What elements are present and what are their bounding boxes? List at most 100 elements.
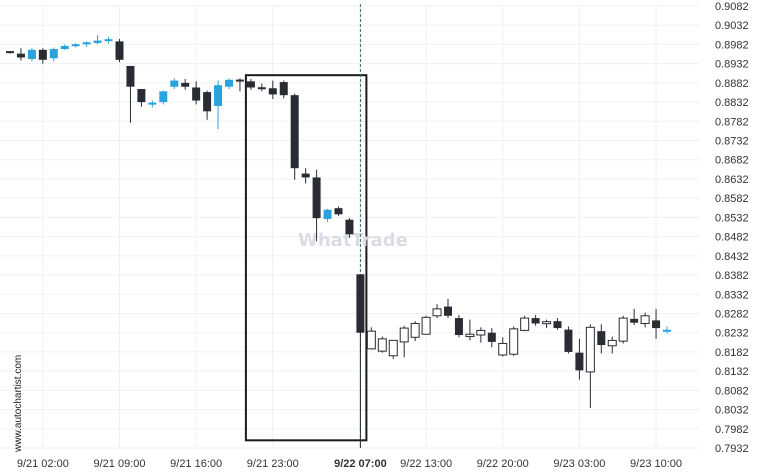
candle-body xyxy=(170,80,179,87)
candle xyxy=(170,78,179,90)
candle-body xyxy=(137,89,146,103)
candle-body xyxy=(520,317,530,331)
y-tick-label: 0.8782 xyxy=(715,116,749,128)
candle-body xyxy=(301,173,310,178)
x-tick-label: 9/21 09:00 xyxy=(94,458,146,470)
candle xyxy=(542,319,552,329)
candle-body xyxy=(421,316,431,335)
candle xyxy=(82,41,91,47)
candle-body xyxy=(542,321,552,325)
candle-body xyxy=(148,102,157,105)
candle xyxy=(181,79,190,90)
candle-body xyxy=(618,317,628,342)
x-tick-label: 9/23 10:00 xyxy=(630,458,682,470)
candle xyxy=(159,90,168,105)
y-tick-label: 0.8482 xyxy=(715,232,749,244)
candle xyxy=(257,83,266,92)
candle-body xyxy=(399,327,409,343)
candle xyxy=(553,318,562,330)
candle-body xyxy=(225,79,233,87)
candle xyxy=(388,339,398,359)
candle xyxy=(235,78,244,92)
y-tick-label: 0.8532 xyxy=(715,212,749,224)
candle xyxy=(16,48,25,61)
candle-body xyxy=(444,306,452,316)
candle xyxy=(279,80,288,99)
candle xyxy=(564,326,573,354)
y-tick-label: 0.8832 xyxy=(715,97,749,109)
candle xyxy=(630,308,639,326)
candle-body xyxy=(564,329,573,352)
candle-body xyxy=(60,45,69,50)
x-tick-label: 9/21 02:00 xyxy=(17,458,69,470)
candle xyxy=(192,81,201,105)
candle-body xyxy=(377,338,387,352)
x-tick-label: 9/22 07:00 xyxy=(334,458,387,470)
candle-body xyxy=(104,39,113,42)
y-tick-label: 0.8982 xyxy=(715,39,749,51)
candle-body xyxy=(410,322,420,338)
candle xyxy=(509,326,519,356)
candle xyxy=(148,100,157,108)
x-tick-label: 9/22 20:00 xyxy=(477,458,529,470)
candle-body xyxy=(27,49,36,60)
candle-body xyxy=(509,328,519,355)
candle xyxy=(49,47,58,62)
candle-body xyxy=(279,82,288,96)
candle xyxy=(334,206,343,216)
candle-body xyxy=(366,330,376,350)
x-tick-label: 9/23 03:00 xyxy=(553,458,605,470)
candle xyxy=(345,218,354,238)
y-tick-label: 0.8332 xyxy=(715,289,749,301)
y-tick-label: 0.8082 xyxy=(715,385,749,397)
candle xyxy=(575,338,584,380)
candle xyxy=(399,325,409,358)
candle xyxy=(366,327,376,350)
candle xyxy=(618,315,628,344)
candle xyxy=(487,328,496,348)
candle xyxy=(38,48,47,64)
candle xyxy=(71,42,80,48)
candle xyxy=(531,315,540,326)
y-tick-label: 0.8682 xyxy=(715,155,749,167)
candle xyxy=(432,304,442,319)
candle-body xyxy=(652,320,661,329)
y-tick-label: 0.8032 xyxy=(715,405,749,417)
candle-body xyxy=(192,87,201,101)
y-tick-label: 0.8182 xyxy=(715,347,749,359)
candle-body xyxy=(607,339,617,347)
candle-body xyxy=(597,331,606,345)
candle xyxy=(104,36,113,44)
y-tick-label: 0.9032 xyxy=(715,20,749,32)
candle xyxy=(60,44,69,50)
candle-body xyxy=(334,208,343,215)
candle xyxy=(476,327,486,343)
y-tick-label: 0.7982 xyxy=(715,424,749,436)
pattern-box-layer xyxy=(244,74,368,442)
candle-body xyxy=(235,79,244,82)
candle-body xyxy=(115,41,124,60)
candle-body xyxy=(630,318,639,323)
candle xyxy=(410,321,420,342)
pattern-box xyxy=(244,74,368,442)
candle-body xyxy=(6,51,14,54)
y-tick-label: 0.7932 xyxy=(715,443,749,455)
y-tick-label: 0.8282 xyxy=(715,308,749,320)
candle-body xyxy=(203,92,212,112)
candle-body xyxy=(290,95,299,169)
candle xyxy=(312,169,321,242)
candle xyxy=(203,90,212,120)
y-tick-label: 0.8582 xyxy=(715,193,749,205)
y-tick-label: 0.8232 xyxy=(715,328,749,340)
watermark-text: WhatTrade xyxy=(298,230,408,251)
candles xyxy=(6,35,671,448)
candle-body xyxy=(487,332,496,342)
candle-body xyxy=(214,85,223,106)
candle-body xyxy=(246,81,255,88)
candle xyxy=(498,337,508,357)
x-tick-label: 9/21 23:00 xyxy=(247,458,299,470)
candle xyxy=(126,65,135,123)
candle-body xyxy=(38,49,47,60)
candle-body xyxy=(268,88,277,95)
